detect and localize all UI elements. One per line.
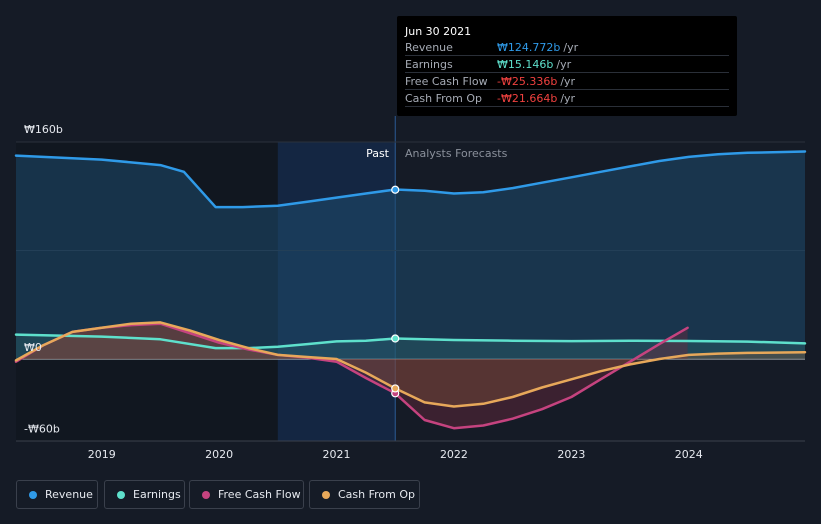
legend-revenue[interactable]: Revenue — [16, 480, 98, 509]
tooltip-label: Earnings — [405, 58, 453, 71]
legend-label: Free Cash Flow — [218, 488, 301, 501]
tooltip-value: -₩25.336b — [497, 75, 558, 88]
tooltip-row-earnings: Earnings ₩15.146b/yr — [397, 56, 737, 73]
revenue-area — [16, 151, 805, 359]
earnings-line — [14, 333, 807, 350]
legend-dot-icon — [29, 491, 37, 499]
revenue-point — [391, 185, 400, 194]
cash-from-op-point — [391, 384, 400, 393]
tooltip-unit: /yr — [563, 41, 579, 54]
y-tick-label: ₩160b — [24, 123, 63, 136]
legend-dot-icon — [322, 491, 330, 499]
x-tick-label: 2019 — [88, 448, 116, 461]
legend-free-cash-flow[interactable]: Free Cash Flow — [189, 480, 304, 509]
past-label: Past — [366, 147, 390, 160]
tooltip-divider — [405, 89, 729, 90]
y-tick-label: -₩60b — [24, 422, 60, 435]
tooltip-value: -₩21.664b — [497, 92, 558, 105]
tooltip-date: Jun 30 2021 — [405, 25, 472, 38]
x-tick-label: 2024 — [675, 448, 703, 461]
x-tick-label: 2020 — [205, 448, 233, 461]
legend-dot-icon — [117, 491, 125, 499]
tooltip-unit: /yr — [556, 58, 572, 71]
tooltip-value: ₩124.772b — [497, 41, 561, 54]
tooltip-row-free-cash-flow: Free Cash Flow -₩25.336b/yr — [397, 73, 737, 90]
x-tick-label: 2021 — [323, 448, 351, 461]
tooltip-label: Revenue — [405, 41, 453, 54]
tooltip-row-cash-from-op: Cash From Op -₩21.664b/yr — [397, 90, 737, 107]
earnings-point — [391, 334, 400, 343]
tooltip-unit: /yr — [560, 75, 576, 88]
revenue-line — [14, 150, 807, 209]
forecast-label: Analysts Forecasts — [405, 147, 508, 160]
tooltip-row-revenue: Revenue ₩124.772b/yr — [397, 39, 737, 56]
legend-label: Cash From Op — [338, 488, 416, 501]
tooltip-divider — [405, 106, 729, 107]
x-tick-label: 2023 — [557, 448, 585, 461]
legend-label: Revenue — [45, 488, 93, 501]
cash-from-op-area — [16, 322, 805, 407]
tooltip-label: Free Cash Flow — [405, 75, 488, 88]
tooltip-value: ₩15.146b — [497, 58, 554, 71]
tooltip-unit: /yr — [560, 92, 576, 105]
y-tick-label: ₩0 — [24, 341, 42, 354]
x-tick-label: 2022 — [440, 448, 468, 461]
free-cash-flow-area — [16, 323, 688, 429]
legend-cash-from-op[interactable]: Cash From Op — [309, 480, 420, 509]
legend-label: Earnings — [133, 488, 181, 501]
earnings-area — [16, 334, 805, 359]
legend-dot-icon — [202, 491, 210, 499]
legend-earnings[interactable]: Earnings — [104, 480, 185, 509]
tooltip-divider — [405, 72, 729, 73]
tooltip-label: Cash From Op — [405, 92, 483, 105]
tooltip-divider — [405, 55, 729, 56]
data-tooltip: Jun 30 2021 Revenue ₩124.772b/yr Earning… — [397, 16, 737, 116]
